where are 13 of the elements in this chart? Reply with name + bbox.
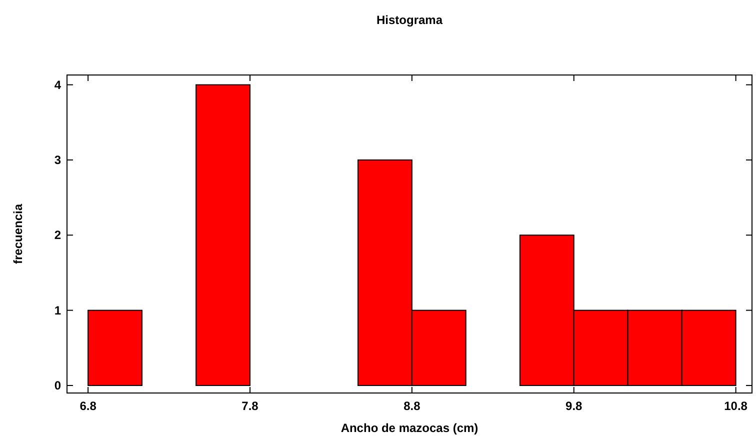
y-tick-label: 1 [54,303,62,318]
x-tick-label: 6.8 [80,399,97,413]
y-tick-label: 0 [54,378,62,392]
y-tick-label: 4 [54,78,62,92]
x-tick-label: 10.8 [724,399,748,413]
y-axis-title: frecuencia [11,204,25,264]
x-tick-label: 7.8 [242,399,259,413]
chart-title: Histograma [376,13,443,27]
x-tick-label: 8.8 [404,399,421,413]
x-axis-title: Ancho de mazocas (cm) [340,421,478,435]
y-tick-label: 2 [54,228,62,242]
x-tick-label: 9.8 [566,399,583,413]
y-tick-label: 3 [54,152,62,167]
